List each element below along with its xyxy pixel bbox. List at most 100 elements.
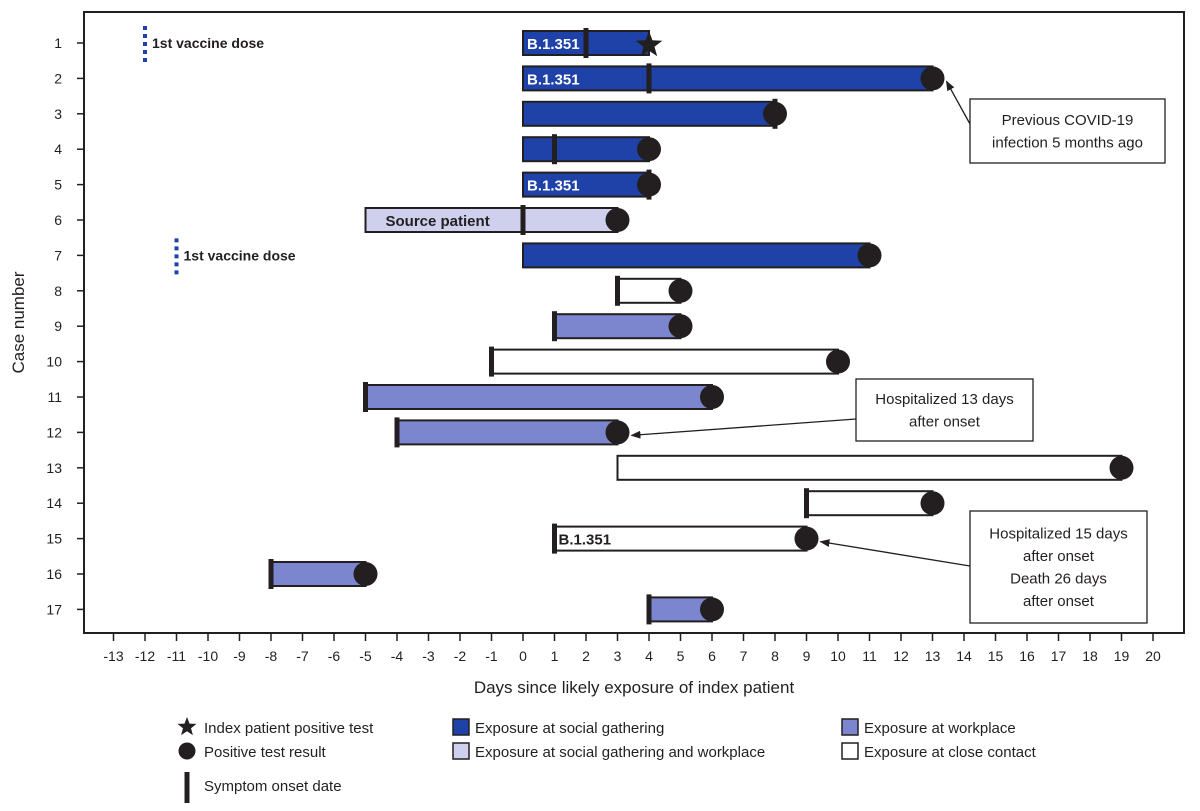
x-tick-label: 10 xyxy=(830,648,846,664)
callout-text: after onset xyxy=(1023,593,1095,610)
legend-swatch xyxy=(841,742,859,760)
positive-test-marker xyxy=(857,243,882,268)
case-bars: B.1.351 B.1.351 B.1.351 Source patient B.1.3… xyxy=(268,28,1134,625)
callout-arrow xyxy=(630,418,857,439)
x-tick-label: -4 xyxy=(391,648,404,664)
legend-label: Positive test result xyxy=(204,744,327,761)
positive-test-marker xyxy=(637,137,661,162)
x-tick-label: 4 xyxy=(645,648,653,664)
x-tick-label: 13 xyxy=(925,648,941,664)
callout-text: after onset xyxy=(1023,548,1095,565)
x-tick-label: 17 xyxy=(1051,648,1067,664)
callout-text: Hospitalized 13 days xyxy=(875,391,1013,408)
legend-label: Exposure at workplace xyxy=(864,720,1016,737)
callout-text: after onset xyxy=(909,413,981,430)
y-tick-label: 5 xyxy=(54,177,62,193)
y-tick-label: 3 xyxy=(54,106,62,122)
y-tick-label: 7 xyxy=(54,247,62,263)
positive-test-marker xyxy=(637,172,661,197)
x-tick-label: 14 xyxy=(956,648,972,664)
legend-label: Exposure at close contact xyxy=(864,744,1037,761)
x-axis-title: Days since likely exposure of index pati… xyxy=(474,678,795,697)
x-tick-label: -9 xyxy=(233,648,246,664)
legend-label: Exposure at social gathering and workpla… xyxy=(475,744,765,761)
positive-test-marker xyxy=(763,101,787,126)
bar-label: B.1.351 xyxy=(527,36,580,53)
x-tick-label: -13 xyxy=(103,648,123,664)
positive-test-marker xyxy=(353,562,378,586)
callout-text: Hospitalized 15 days xyxy=(989,525,1127,542)
x-tick-label: -11 xyxy=(167,648,186,664)
x-tick-label: 7 xyxy=(740,648,748,664)
y-tick-label: 15 xyxy=(46,531,62,547)
y-tick-label: 2 xyxy=(54,70,62,86)
callout-box xyxy=(969,98,1166,164)
y-tick-label: 14 xyxy=(46,495,62,511)
y-tick-label: 10 xyxy=(46,354,62,370)
x-tick-label: 19 xyxy=(1114,648,1130,664)
case-bar xyxy=(522,242,871,269)
callout-text: Death 26 days xyxy=(1010,570,1107,587)
positive-test-marker xyxy=(794,526,819,551)
vaccine-markers: 1st vaccine dose 1st vaccine dose xyxy=(143,26,296,276)
positive-test-marker xyxy=(605,208,630,232)
callout-arrow xyxy=(819,539,971,567)
bar-label: B.1.351 xyxy=(527,71,580,88)
callout-text: Previous COVID-19 xyxy=(1002,112,1134,129)
vaccine-dose-label: 1st vaccine dose xyxy=(184,247,296,263)
y-tick-label: 16 xyxy=(46,566,62,582)
positive-test-marker xyxy=(668,314,693,339)
vaccine-dose-label: 1st vaccine dose xyxy=(152,35,264,51)
case-bar xyxy=(522,100,776,127)
x-tick-label: -12 xyxy=(135,648,155,664)
y-tick-label: 13 xyxy=(46,460,62,476)
annotations: Previous COVID-19 infection 5 months ago H… xyxy=(630,80,1166,624)
x-tick-label: 2 xyxy=(582,648,590,664)
y-tick-label: 11 xyxy=(47,389,62,405)
y-tick-label: 8 xyxy=(54,283,62,299)
x-tick-label: -5 xyxy=(359,648,372,664)
positive-test-marker xyxy=(920,491,945,516)
x-tick-label: 11 xyxy=(862,648,877,664)
case-bar xyxy=(553,313,682,340)
x-tick-label: 15 xyxy=(988,648,1004,664)
bar-label: B.1.351 xyxy=(527,178,580,195)
y-tick-label: 4 xyxy=(54,141,62,157)
x-tick-label: -8 xyxy=(265,648,278,664)
bar-label: B.1.351 xyxy=(559,532,612,549)
x-tick-label: 5 xyxy=(677,648,685,664)
legend-label: Exposure at social gathering xyxy=(475,720,664,737)
case-bar xyxy=(270,561,367,587)
y-tick-label: 17 xyxy=(46,601,62,617)
y-axis-title: Case number xyxy=(9,271,28,373)
positive-test-marker xyxy=(1109,455,1134,480)
x-tick-label: -1 xyxy=(485,648,498,664)
positive-test-marker xyxy=(700,597,724,622)
legend-swatch xyxy=(452,718,470,736)
x-tick-label: -3 xyxy=(422,648,435,664)
legend-label: Index patient positive test xyxy=(204,720,374,737)
case-bar xyxy=(616,454,1123,481)
y-tick-label: 12 xyxy=(46,424,62,440)
callout-arrow xyxy=(945,80,971,125)
x-tick-label: 3 xyxy=(614,648,622,664)
x-tick-label: 20 xyxy=(1145,648,1161,664)
legend-star-icon xyxy=(177,717,197,736)
positive-test-marker xyxy=(826,349,850,374)
x-tick-label: -7 xyxy=(296,648,309,664)
case-bar xyxy=(522,65,934,92)
positive-test-marker xyxy=(920,66,945,91)
x-tick-label: -10 xyxy=(198,648,218,664)
axes: -13 -12 -11 -10 -9 -8 -7 -6 -5 -4 -3 -2 -1 0 1 2 3 4 5 6 7 8 9… xyxy=(9,11,1185,697)
x-tick-label: 1 xyxy=(551,648,559,664)
positive-test-marker xyxy=(700,385,724,409)
callout-box xyxy=(969,510,1148,624)
x-tick-label: 9 xyxy=(803,648,811,664)
legend: Index patient positive test Positive test… xyxy=(177,717,1037,803)
y-tick-label: 6 xyxy=(54,212,62,228)
index-positive-test-marker xyxy=(635,31,663,57)
y-tick-label: 9 xyxy=(54,318,62,334)
x-tick-label: -2 xyxy=(454,648,467,664)
